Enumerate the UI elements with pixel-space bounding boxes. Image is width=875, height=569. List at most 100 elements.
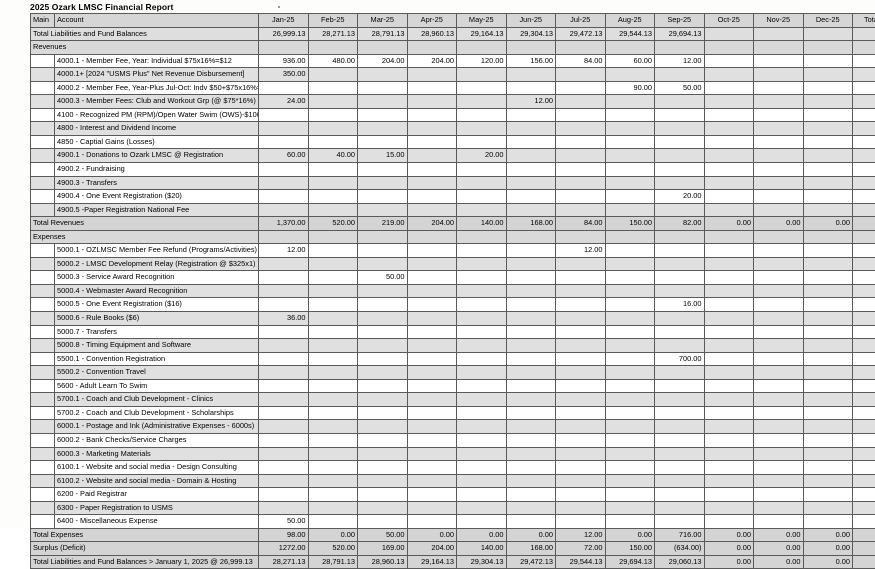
main-flag-cell <box>31 515 55 529</box>
account-label-cell: 4900.5 -Paper Registration National Fee <box>55 203 259 217</box>
value-cell-mar-25 <box>358 298 408 312</box>
value-cell-may-25 <box>457 95 507 109</box>
column-header-may-25: May-25 <box>457 14 507 28</box>
value-cell-feb-25 <box>308 190 358 204</box>
value-cell-jun-25: 168.00 <box>506 217 556 231</box>
value-cell-apr-25 <box>407 433 457 447</box>
value-cell-may-25 <box>457 352 507 366</box>
value-cell-apr-25 <box>407 176 457 190</box>
value-cell-nov-25 <box>754 352 804 366</box>
value-cell-jun-25: 12.00 <box>506 95 556 109</box>
value-cell-total: 876.00 <box>853 528 875 542</box>
account-label-cell: 5000.2 - LMSC Development Relay (Registr… <box>55 257 259 271</box>
value-cell-oct-25 <box>704 163 754 177</box>
value-cell-mar-25 <box>358 163 408 177</box>
value-cell-dec-25 <box>803 135 853 149</box>
account-label-cell: 5000.4 - Webmaster Award Recognition <box>55 284 259 298</box>
value-cell-total: 0.00 <box>853 366 875 380</box>
value-cell-total: 50.00 <box>853 271 875 285</box>
value-cell-oct-25 <box>704 230 754 244</box>
value-cell-feb-25 <box>308 379 358 393</box>
value-cell-feb-25: 28,271.13 <box>308 27 358 41</box>
value-cell-feb-25 <box>308 366 358 380</box>
account-label-cell: 5000.1 - OZLMSC Member Fee Refund (Progr… <box>55 244 259 258</box>
column-header-aug-25: Aug-25 <box>605 14 655 28</box>
value-cell-jul-25 <box>556 41 606 55</box>
account-label-cell: 5500.1 - Convention Registration <box>55 352 259 366</box>
value-cell-jun-25 <box>506 515 556 529</box>
value-cell-jun-25 <box>506 461 556 475</box>
value-cell-mar-25 <box>358 230 408 244</box>
value-cell-oct-25 <box>704 95 754 109</box>
value-cell-sep-25 <box>655 230 705 244</box>
value-cell-dec-25 <box>803 501 853 515</box>
value-cell-total: 0.00 <box>853 176 875 190</box>
value-cell-mar-25 <box>358 257 408 271</box>
value-cell-jul-25: 72.00 <box>556 542 606 556</box>
value-cell-total: 36.00 <box>853 95 875 109</box>
value-cell-nov-25 <box>754 366 804 380</box>
value-cell-jul-25 <box>556 339 606 353</box>
value-cell-mar-25 <box>358 244 408 258</box>
value-cell-jan-25: 1,370.00 <box>259 217 309 231</box>
value-cell-dec-25 <box>803 54 853 68</box>
value-cell-jan-25 <box>259 488 309 502</box>
value-cell-sep-25: 700.00 <box>655 352 705 366</box>
value-cell-dec-25 <box>803 244 853 258</box>
value-cell-jan-25 <box>259 420 309 434</box>
value-cell-nov-25: 0.00 <box>754 217 804 231</box>
value-cell-may-25 <box>457 284 507 298</box>
value-cell-feb-25 <box>308 461 358 475</box>
value-cell-nov-25 <box>754 433 804 447</box>
value-cell-sep-25: 716.00 <box>655 528 705 542</box>
value-cell-apr-25 <box>407 81 457 95</box>
value-cell-feb-25 <box>308 163 358 177</box>
main-flag-cell <box>31 176 55 190</box>
value-cell-mar-25 <box>358 406 408 420</box>
value-cell-jul-25: 12.00 <box>556 244 606 258</box>
value-cell-sep-25 <box>655 474 705 488</box>
value-cell-may-25 <box>457 271 507 285</box>
row-account: 5000.3 - Service Award Recognition50.005… <box>31 271 875 285</box>
value-cell-jul-25 <box>556 433 606 447</box>
account-label-cell: 6000.1 - Postage and Ink (Administrative… <box>55 420 259 434</box>
value-cell-aug-25 <box>605 393 655 407</box>
value-cell-may-25: 29,304.13 <box>457 555 507 569</box>
value-cell-jan-25: 12.00 <box>259 244 309 258</box>
value-cell-total: 0.00 <box>853 203 875 217</box>
value-cell-sep-25 <box>655 122 705 136</box>
value-cell-jul-25 <box>556 163 606 177</box>
main-flag-cell <box>31 163 55 177</box>
main-flag-cell <box>31 95 55 109</box>
row-account: 4800 - Interest and Dividend Income0.00 <box>31 122 875 136</box>
value-cell-aug-25 <box>605 41 655 55</box>
value-cell-may-25 <box>457 41 507 55</box>
value-cell-jul-25: 84.00 <box>556 217 606 231</box>
row-account: 6000.1 - Postage and Ink (Administrative… <box>31 420 875 434</box>
value-cell-aug-25: 90.00 <box>605 81 655 95</box>
row-account: 5000.1 - OZLMSC Member Fee Refund (Progr… <box>31 244 875 258</box>
value-cell-sep-25 <box>655 41 705 55</box>
value-cell-jan-25 <box>259 257 309 271</box>
value-cell-jul-25 <box>556 122 606 136</box>
row-account: 5700.2 - Coach and Club Development - Sc… <box>31 406 875 420</box>
value-cell-mar-25: 204.00 <box>358 54 408 68</box>
value-cell-dec-25 <box>803 108 853 122</box>
row-account: 4900.2 - Fundraising0.00 <box>31 163 875 177</box>
value-cell-jun-25 <box>506 352 556 366</box>
main-flag-cell <box>31 81 55 95</box>
account-label-cell: 4900.4 - One Event Registration ($20) <box>55 190 259 204</box>
value-cell-apr-25 <box>407 190 457 204</box>
value-cell-mar-25 <box>358 461 408 475</box>
value-cell-jan-25: 60.00 <box>259 149 309 163</box>
row-account: 4850 - Captial Gains (Losses)0.00 <box>31 135 875 149</box>
value-cell-sep-25 <box>655 176 705 190</box>
value-cell-jan-25 <box>259 447 309 461</box>
column-header-jan-25: Jan-25 <box>259 14 309 28</box>
value-cell-jun-25: 29,472.13 <box>506 555 556 569</box>
column-header-main: Main <box>31 14 55 28</box>
value-cell-nov-25 <box>754 95 804 109</box>
